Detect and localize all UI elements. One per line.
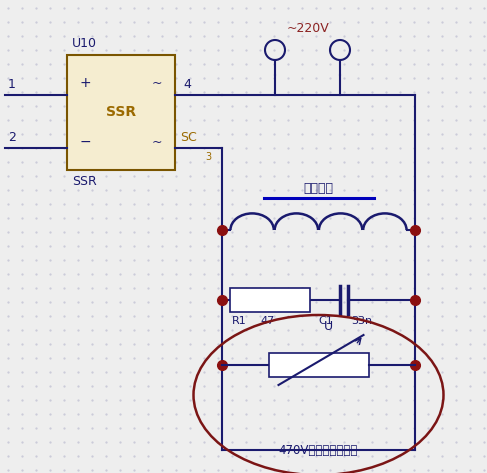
Text: SC: SC (180, 131, 197, 144)
Text: 3: 3 (205, 152, 211, 162)
Text: U: U (323, 320, 333, 333)
Text: 470V氧化锤压敏电阻: 470V氧化锤压敏电阻 (279, 444, 358, 456)
FancyBboxPatch shape (230, 288, 310, 312)
Text: 33n: 33n (351, 316, 372, 326)
Text: SSR: SSR (72, 175, 97, 188)
FancyBboxPatch shape (268, 353, 369, 377)
Text: U10: U10 (72, 37, 97, 50)
Text: SSR: SSR (106, 105, 136, 120)
Text: 2: 2 (8, 131, 16, 144)
Text: 1: 1 (8, 78, 16, 91)
Text: R1: R1 (232, 316, 247, 326)
Text: 感性负载: 感性负载 (303, 182, 334, 195)
Text: −: − (79, 135, 91, 149)
Text: 4: 4 (183, 78, 191, 91)
FancyBboxPatch shape (67, 55, 175, 170)
Text: ~220V: ~220V (286, 22, 329, 35)
Text: ~: ~ (152, 77, 162, 89)
Text: 47: 47 (260, 316, 274, 326)
Text: ~: ~ (152, 135, 162, 149)
Text: C1: C1 (318, 316, 333, 326)
Text: +: + (79, 76, 91, 90)
